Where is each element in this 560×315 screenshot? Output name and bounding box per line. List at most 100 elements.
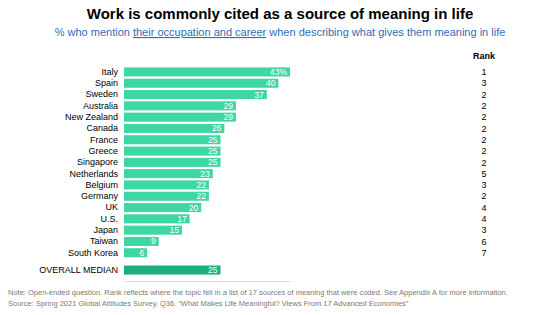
rank: 3 [481, 180, 486, 190]
bar [124, 124, 224, 133]
tick-label: Germany [81, 191, 119, 201]
tick: OVERALL MEDIAN [39, 265, 118, 275]
tick: Greece [88, 146, 118, 156]
data-label: 29 [223, 101, 233, 111]
data-label: 43% [270, 67, 287, 77]
tick: Australia [83, 101, 118, 111]
tick-label: Singapore [77, 157, 118, 167]
tick: Sweden [85, 89, 118, 99]
bar [124, 169, 213, 178]
bar [124, 203, 201, 212]
tick-label: Belgium [85, 180, 118, 190]
tick-label: Japan [93, 225, 118, 235]
tick: Spain [95, 78, 118, 88]
rank-header: Rank [473, 51, 496, 61]
title: Work is commonly cited as a source of me… [87, 5, 474, 22]
rank: 2 [481, 191, 486, 201]
tick: South Korea [68, 248, 118, 258]
rank: 7 [481, 248, 486, 258]
note: Note: Open-ended question. Rank reflects… [8, 288, 508, 297]
rank: 2 [481, 158, 486, 168]
subtitle: % who mention their occupation and caree… [55, 26, 506, 38]
data-label: 40 [266, 78, 276, 88]
data-label: 17 [177, 214, 187, 224]
bar [124, 158, 221, 167]
bar [124, 101, 236, 110]
tick: Germany [81, 191, 119, 201]
tick: Taiwan [90, 236, 118, 246]
bar [124, 226, 182, 235]
tick-label: U.S. [100, 214, 118, 224]
tick: UK [105, 202, 118, 212]
data-label: 25 [208, 135, 218, 145]
data-label: 25 [208, 157, 218, 167]
tick: Canada [86, 123, 118, 133]
tick: New Zealand [65, 112, 118, 122]
bar [124, 248, 147, 257]
bar [124, 180, 209, 189]
tick-label: Australia [83, 101, 118, 111]
tick-label: France [90, 135, 118, 145]
data-label: 15 [169, 225, 179, 235]
tick: Netherlands [69, 169, 118, 179]
data-label: 23 [200, 169, 210, 179]
data-label: 22 [196, 180, 206, 190]
data-label: 25 [208, 146, 218, 156]
rank: 3 [481, 78, 486, 88]
data-label: 26 [212, 123, 222, 133]
rank: 2 [481, 101, 486, 111]
bar [124, 214, 190, 223]
bars [124, 67, 290, 274]
data-label: 20 [189, 203, 199, 213]
data-label: 6 [139, 248, 144, 258]
rank: 3 [481, 225, 486, 235]
bar [124, 67, 290, 76]
y-axis: ItalySpainSweden AustraliaNew ZealandCana… [39, 67, 118, 275]
tick-label: Greece [88, 146, 118, 156]
data-label: 29 [223, 112, 233, 122]
bar [124, 266, 221, 275]
data-label: 9 [151, 236, 156, 246]
tick-label: Italy [101, 67, 118, 77]
tick-label: South Korea [68, 248, 118, 258]
tick: Belgium [85, 180, 118, 190]
rank: 5 [481, 169, 486, 179]
data-label: 22 [196, 191, 206, 201]
data-label: 25 [208, 265, 218, 275]
x-axis [125, 281, 291, 282]
source: Source: Spring 2021 Global Attitudes Sur… [8, 299, 409, 308]
tick-label: Canada [86, 123, 118, 133]
rank: 4 [481, 203, 486, 213]
tick-label: New Zealand [65, 112, 118, 122]
rank: 2 [481, 146, 486, 156]
bar [124, 147, 221, 156]
rank: 2 [481, 124, 486, 134]
rank: 2 [481, 90, 486, 100]
tick: Italy [101, 67, 118, 77]
bar [124, 79, 278, 88]
tick: France [90, 135, 118, 145]
tick-label: Netherlands [69, 169, 118, 179]
axis-line [125, 281, 291, 282]
bar [124, 135, 221, 144]
tick-label: OVERALL MEDIAN [39, 265, 118, 275]
rank: 2 [481, 135, 486, 145]
tick-label: Taiwan [90, 236, 118, 246]
tick: U.S. [100, 214, 118, 224]
chart: Work is commonly cited as a source of me… [0, 0, 560, 315]
rank: 2 [481, 112, 486, 122]
tick: Japan [93, 225, 118, 235]
data-label: 37 [254, 90, 264, 100]
rank: 4 [481, 214, 486, 224]
rank: 1 [481, 67, 486, 77]
bar [124, 90, 267, 99]
bar [124, 237, 159, 246]
ranks: 13222222253244367 [481, 67, 486, 258]
tick-label: UK [105, 202, 118, 212]
data-labels: 43%40372929262525252322222017159625 [139, 67, 287, 275]
tick-label: Spain [95, 78, 118, 88]
bar [124, 192, 209, 201]
tick: Singapore [77, 157, 118, 167]
rank: 6 [481, 237, 486, 247]
tick-label: Sweden [85, 89, 118, 99]
